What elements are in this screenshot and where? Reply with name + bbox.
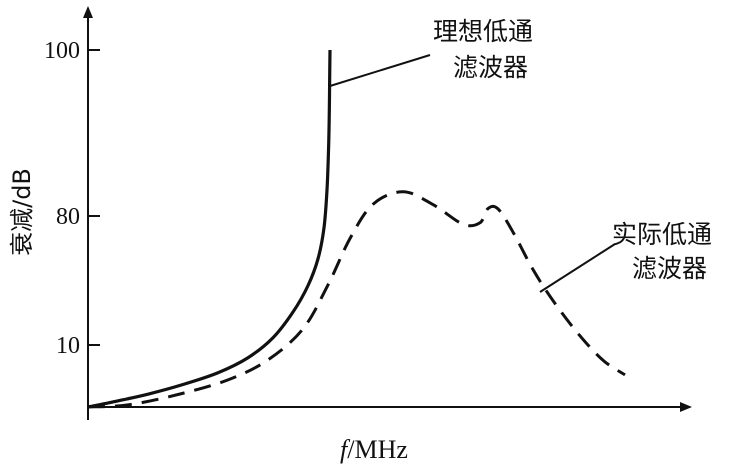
- y-tick-label-100: 100: [44, 38, 80, 64]
- x-axis-label: f/MHz: [340, 435, 408, 464]
- x-axis-label-unit: /MHz: [347, 435, 408, 464]
- y-axis-label: 衰减/dB: [8, 168, 36, 256]
- y-tick-label-80: 80: [56, 204, 80, 230]
- annotation-ideal-line-1: 理想低通: [433, 17, 533, 46]
- x-axis-label-symbol: f: [340, 435, 351, 464]
- series-ideal-lowpass-curve: [87, 49, 332, 409]
- y-tick-label-10: 10: [56, 333, 80, 359]
- annotation-actual-line-1: 实际低通: [612, 220, 712, 249]
- series-actual-lowpass-curve: [87, 190, 626, 409]
- annotation-ideal-line-2: 滤波器: [453, 53, 528, 82]
- annotation-ideal-leader: [329, 54, 431, 87]
- annotation-actual-leader: [539, 243, 616, 293]
- annotation-actual-line-2: 滤波器: [632, 254, 707, 283]
